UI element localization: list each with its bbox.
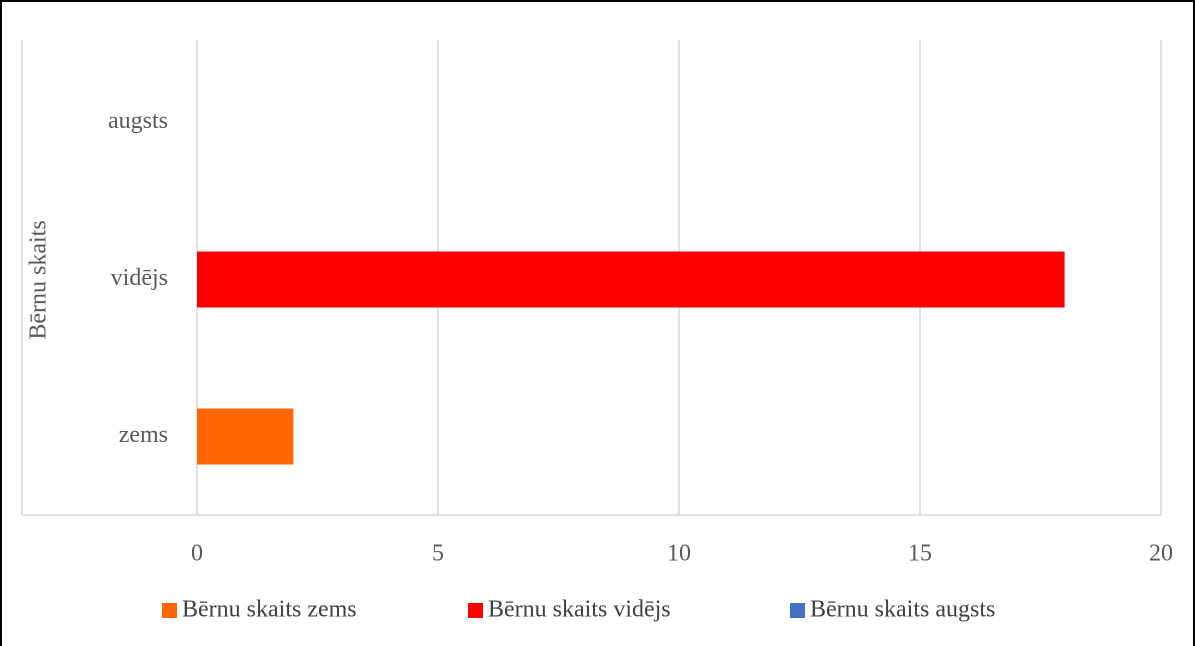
x-tick-label: 5 — [432, 541, 444, 567]
y-tick-label: zems — [119, 422, 168, 448]
x-tick-label: 0 — [191, 541, 203, 567]
y-tick-label: augsts — [108, 108, 168, 134]
legend-swatch — [468, 603, 483, 618]
y-tick-label: vidējs — [111, 265, 168, 291]
legend-swatch — [790, 603, 805, 618]
legend-swatch — [162, 603, 177, 618]
bar — [197, 251, 1065, 308]
x-tick-label: 10 — [667, 541, 691, 567]
legend-label: Bērnu skaits zems — [182, 597, 357, 623]
legend-label: Bērnu skaits vidējs — [488, 597, 671, 623]
y-axis-label: Bērnu skaits — [26, 220, 52, 339]
bar — [197, 408, 294, 465]
x-tick-label: 20 — [1149, 541, 1173, 567]
legend-label: Bērnu skaits augsts — [810, 597, 995, 623]
x-tick-label: 15 — [908, 541, 932, 567]
